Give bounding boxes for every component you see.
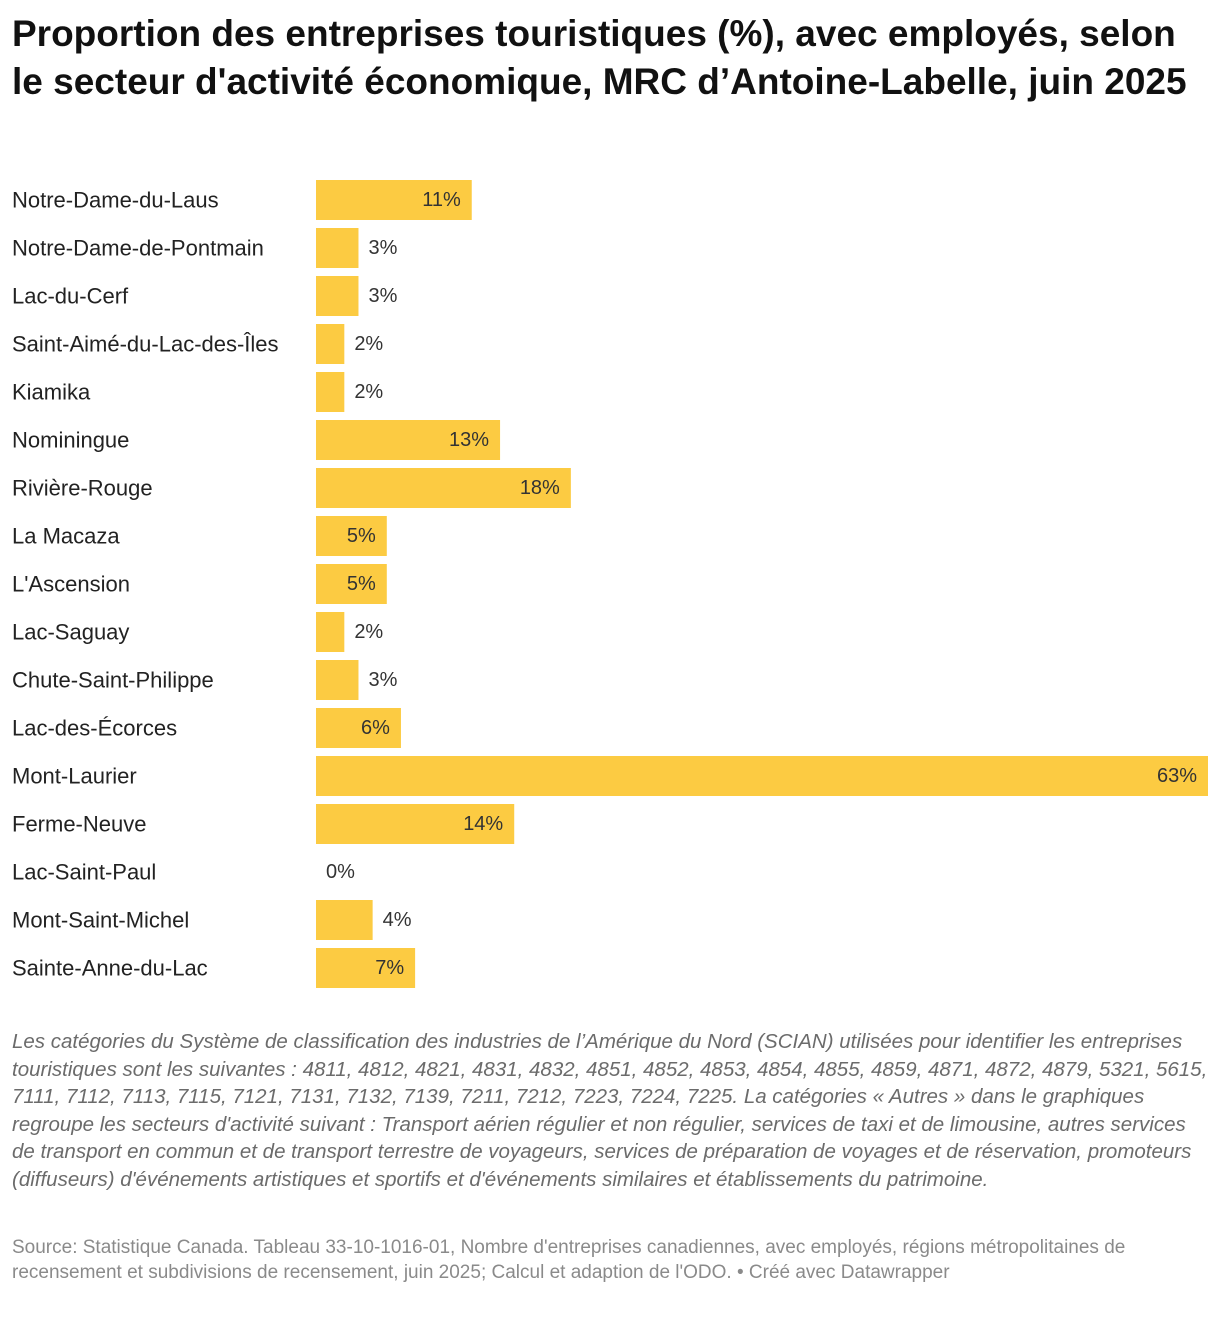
bar bbox=[316, 804, 515, 844]
chart-title: Proportion des entreprises touristiques … bbox=[12, 13, 1187, 102]
bar-chart: Notre-Dame-du-Laus 11% Notre-Dame-de-Pontm… bbox=[12, 180, 1208, 988]
bar bbox=[316, 180, 472, 220]
value-label: 11% bbox=[422, 189, 461, 211]
bar-row: Notre-Dame-du-Laus 11% bbox=[12, 180, 472, 220]
category-label: Mont-Saint-Michel bbox=[12, 908, 189, 933]
bar-row: Mont-Saint-Michel 4% bbox=[12, 900, 412, 940]
bar bbox=[316, 756, 1208, 796]
value-label: 3% bbox=[368, 237, 397, 259]
bar-row: L'Ascension 5% bbox=[12, 564, 387, 604]
category-label: Chute-Saint-Philippe bbox=[12, 668, 214, 693]
bar-row: Lac-du-Cerf 3% bbox=[12, 276, 398, 316]
bar-row: Sainte-Anne-du-Lac 7% bbox=[12, 948, 416, 988]
category-label: Lac-Saguay bbox=[12, 620, 129, 645]
category-label: Kiamika bbox=[12, 380, 91, 405]
bar bbox=[316, 324, 345, 364]
chart-notes: Les catégories du Système de classificat… bbox=[12, 1030, 1208, 1191]
category-label: Lac-des-Écorces bbox=[12, 716, 177, 741]
bar-row: Lac-Saint-Paul 0% bbox=[12, 860, 355, 885]
bar-row: La Macaza 5% bbox=[12, 516, 387, 556]
category-label: Notre-Dame-de-Pontmain bbox=[12, 236, 264, 261]
value-label: 3% bbox=[368, 285, 397, 307]
bar-row: Chute-Saint-Philippe 3% bbox=[12, 660, 398, 700]
value-label: 2% bbox=[354, 621, 383, 643]
value-label: 13% bbox=[449, 429, 489, 451]
value-label: 7% bbox=[375, 957, 404, 979]
category-label: Lac-du-Cerf bbox=[12, 284, 129, 309]
value-label: 2% bbox=[354, 381, 383, 403]
category-label: Sainte-Anne-du-Lac bbox=[12, 956, 208, 981]
value-label: 3% bbox=[368, 669, 397, 691]
bar-row: Lac-des-Écorces 6% bbox=[12, 708, 401, 748]
category-label: L'Ascension bbox=[12, 572, 130, 597]
category-label: Ferme-Neuve bbox=[12, 812, 146, 837]
bar bbox=[316, 708, 401, 748]
bar bbox=[316, 420, 501, 460]
category-label: Mont-Laurier bbox=[12, 764, 137, 789]
value-label: 63% bbox=[1157, 765, 1197, 787]
bar bbox=[316, 228, 359, 268]
value-label: 5% bbox=[347, 525, 376, 547]
bar bbox=[316, 900, 373, 940]
category-label: Lac-Saint-Paul bbox=[12, 860, 156, 885]
category-label: Nominingue bbox=[12, 428, 129, 453]
bar-row: Ferme-Neuve 14% bbox=[12, 804, 515, 844]
category-label: Rivière-Rouge bbox=[12, 476, 153, 501]
value-label: 18% bbox=[520, 477, 560, 499]
bar-row: Saint-Aimé-du-Lac-des-Îles 2% bbox=[12, 324, 383, 364]
bar bbox=[316, 948, 416, 988]
value-label: 14% bbox=[463, 813, 503, 835]
bar bbox=[316, 660, 359, 700]
category-label: Notre-Dame-du-Laus bbox=[12, 188, 219, 213]
bar-row: Kiamika 2% bbox=[12, 372, 383, 412]
bar-row: Rivière-Rouge 18% bbox=[12, 468, 571, 508]
value-label: 0% bbox=[326, 861, 355, 883]
bar bbox=[316, 372, 345, 412]
category-label: Saint-Aimé-du-Lac-des-Îles bbox=[12, 332, 279, 357]
bar bbox=[316, 468, 571, 508]
bar bbox=[316, 516, 387, 556]
value-label: 4% bbox=[383, 909, 412, 931]
bar-row: Mont-Laurier 63% bbox=[12, 756, 1208, 796]
value-label: 5% bbox=[347, 573, 376, 595]
bar bbox=[316, 276, 359, 316]
bar-row: Lac-Saguay 2% bbox=[12, 612, 383, 652]
value-label: 6% bbox=[361, 717, 390, 739]
chart-source: Source: Statistique Canada. Tableau 33-1… bbox=[12, 1237, 1126, 1283]
bar bbox=[316, 612, 345, 652]
category-label: La Macaza bbox=[12, 524, 120, 549]
bar-row: Nominingue 13% bbox=[12, 420, 501, 460]
value-label: 2% bbox=[354, 333, 383, 355]
bar bbox=[316, 564, 387, 604]
bar-row: Notre-Dame-de-Pontmain 3% bbox=[12, 228, 398, 268]
